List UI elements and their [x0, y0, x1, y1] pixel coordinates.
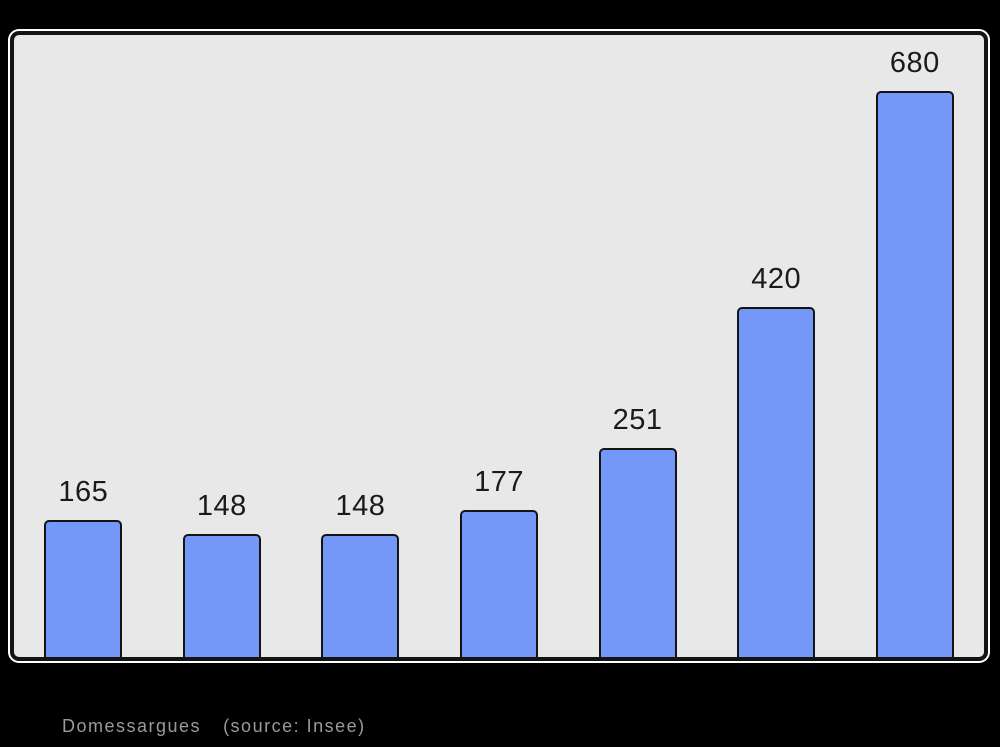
bar-value-label: 420 [751, 263, 802, 295]
bar-slot: 177 [430, 35, 569, 657]
bar [182, 534, 261, 657]
bar-slot: 680 [845, 35, 984, 657]
bar-value-label: 148 [335, 490, 386, 522]
caption-commune-name: Domessargues [62, 716, 202, 736]
chart-caption: Domessargues (source: Insee) [62, 716, 366, 737]
bar-value-label: 680 [889, 47, 940, 79]
bar-slot: 148 [153, 35, 292, 657]
bar-slot: 148 [291, 35, 430, 657]
bar-slot: 165 [14, 35, 153, 657]
bar-value-label: 177 [474, 466, 524, 498]
caption-source-credit: (source: Insee) [223, 716, 366, 736]
bar-slot: 251 [568, 35, 707, 657]
bar-slot: 420 [707, 35, 846, 657]
bar-value-label: 148 [196, 490, 247, 522]
bar [737, 307, 816, 657]
bar-value-label: 251 [612, 404, 663, 436]
bar [598, 448, 677, 657]
bar [875, 91, 954, 657]
bar [321, 534, 400, 657]
bars-container: 165 148 148 177 251 420 680 [14, 35, 984, 657]
bar-value-label: 165 [58, 476, 109, 508]
bar [44, 520, 123, 657]
bar [460, 510, 539, 657]
plot-area: 165 148 148 177 251 420 680 [10, 31, 988, 661]
